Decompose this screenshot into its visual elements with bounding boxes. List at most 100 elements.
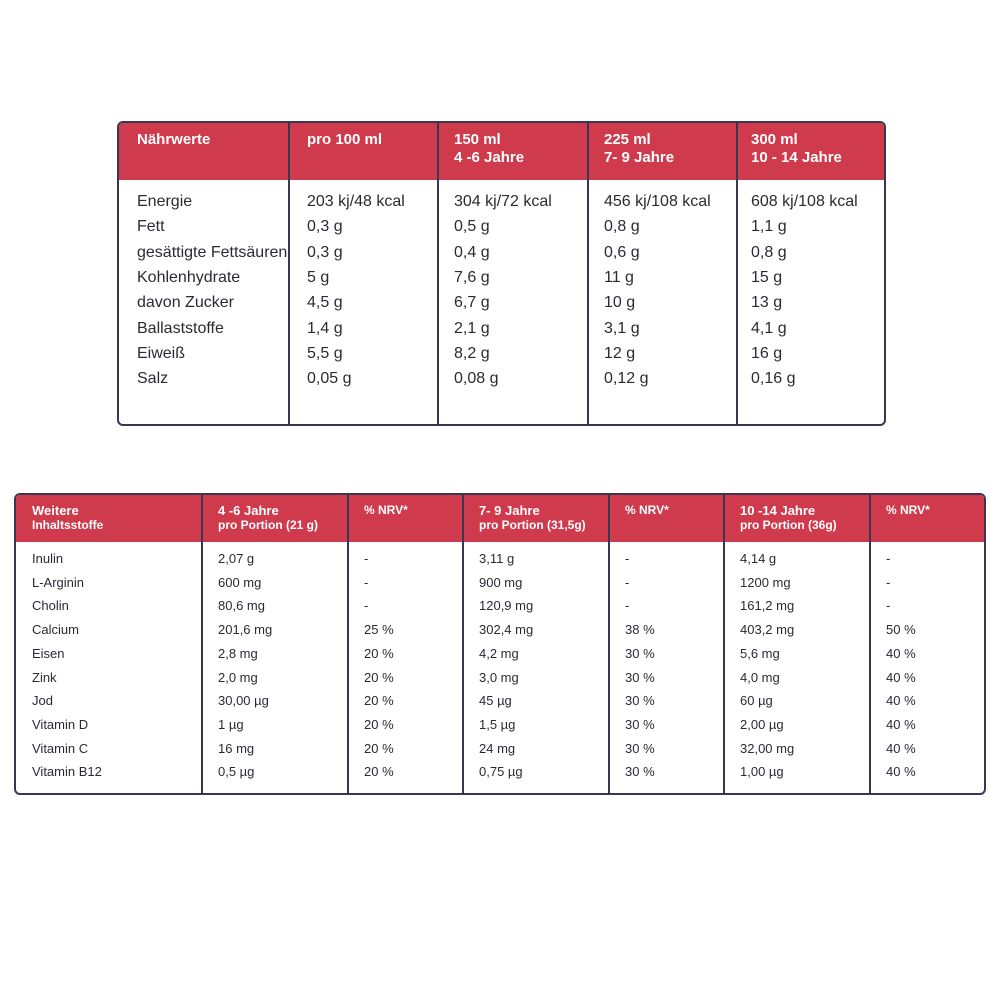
table-cell: 600 mg: [218, 574, 262, 590]
table-cell: 0,12 g: [604, 370, 649, 388]
table-cell: 201,6 mg: [218, 622, 273, 638]
table-cell: 20 %: [364, 740, 394, 756]
row-label: Zink: [32, 669, 57, 685]
column-header-line2: % NRV*: [364, 503, 408, 517]
column-header-line2: 4 -6 Jahre: [454, 149, 525, 166]
row-label: Cholin: [32, 598, 69, 614]
row-label: Eisen: [32, 645, 65, 661]
column-header: 225 ml 7- 9 Jahre: [604, 123, 674, 180]
additional-ingredients-table: Weitere Inhaltsstoffe 4 -6 Jahre pro Portio…: [14, 493, 986, 795]
table-cell: 20 %: [364, 716, 394, 732]
table-cell: 304 kj/72 kcal: [454, 193, 552, 210]
column-header-line2: pro Portion (31,5g): [479, 518, 586, 532]
table-cell: 0,5 g: [454, 218, 490, 236]
table-cell: 25 %: [364, 622, 394, 638]
column-divider: [723, 495, 725, 793]
column-header-line1: Weitere: [32, 503, 79, 518]
table-cell: 0,16 g: [751, 370, 796, 388]
table-cell: 0,4 g: [454, 243, 490, 261]
row-label: Eiweiß: [137, 344, 186, 362]
table-cell: 20 %: [364, 669, 394, 685]
column-header-line1: 10 -14 Jahre: [740, 503, 816, 518]
column-header-line2: pro Portion (21 g): [218, 518, 318, 532]
column-divider: [288, 123, 290, 424]
table-cell: 2,00 µg: [740, 716, 784, 732]
row-label: Fett: [137, 218, 165, 236]
row-label: gesättigte Fettsäuren: [137, 243, 288, 261]
row-label: Calcium: [32, 622, 79, 638]
table-cell: 2,0 mg: [218, 669, 258, 685]
row-label: Salz: [137, 370, 169, 388]
column-divider: [462, 495, 464, 793]
column-header: 10 -14 Jahre pro Portion (36g): [740, 495, 837, 542]
column-header: Weitere Inhaltsstoffe: [32, 495, 103, 542]
table-cell: 5,6 mg: [740, 645, 780, 661]
column-header: % NRV*: [625, 495, 669, 542]
table-cell: 40 %: [886, 645, 916, 661]
table-cell: 3,11 g: [479, 551, 515, 566]
table-cell: 16 g: [751, 344, 783, 362]
table-cell: 161,2 mg: [740, 598, 795, 614]
table-cell: 11 g: [604, 268, 634, 286]
row-label: L-Arginin: [32, 574, 85, 590]
table-cell: -: [364, 598, 369, 614]
table-cell: 20 %: [364, 764, 394, 780]
table-cell: 38 %: [625, 622, 655, 638]
table-cell: 5,5 g: [307, 344, 343, 362]
row-label: Ballaststoffe: [137, 319, 224, 337]
table-cell: 40 %: [886, 740, 916, 756]
table-cell: 3,0 mg: [479, 669, 519, 685]
column-header-line1: 7- 9 Jahre: [479, 503, 540, 518]
table-cell: 5 g: [307, 268, 330, 286]
table-cell: 20 %: [364, 693, 394, 709]
table-cell: -: [625, 598, 630, 614]
table-cell: -: [886, 574, 891, 590]
row-label: Vitamin C: [32, 740, 89, 756]
table-cell: 50 %: [886, 622, 916, 638]
table-cell: 203 kj/48 kcal: [307, 193, 405, 210]
column-divider: [736, 123, 738, 424]
table-cell: 4,2 mg: [479, 645, 519, 661]
table-cell: 608 kj/108 kcal: [751, 193, 858, 210]
table-cell: 403,2 mg: [740, 622, 795, 638]
table-cell: 0,6 g: [604, 243, 640, 261]
column-header-line2: 10 - 14 Jahre: [751, 149, 842, 166]
row-label: Vitamin D: [32, 716, 89, 732]
column-header-line2: % NRV*: [625, 503, 669, 517]
column-header-line1: Nährwerte: [137, 131, 211, 148]
table-cell: 302,4 mg: [479, 622, 534, 638]
column-header: pro 100 ml: [307, 123, 382, 180]
table-cell: 40 %: [886, 764, 916, 780]
row-label: Inulin: [32, 551, 64, 566]
table-cell: 4,5 g: [307, 294, 343, 312]
table-cell: 2,8 mg: [218, 645, 258, 661]
table-cell: -: [364, 551, 369, 566]
table-cell: 12 g: [604, 344, 636, 362]
column-header: % NRV*: [364, 495, 408, 542]
table-cell: 4,0 mg: [740, 669, 780, 685]
table-cell: 2,1 g: [454, 319, 490, 337]
table-cell: 1,5 µg: [479, 716, 516, 732]
row-label: davon Zucker: [137, 294, 234, 312]
column-divider: [437, 123, 439, 424]
nutrition-table: Nährwerte pro 100 ml 150 ml 4 -6 Jahre 225 m…: [117, 121, 886, 426]
table-cell: 0,8 g: [604, 218, 640, 236]
table-cell: 45 µg: [479, 693, 512, 709]
table-cell: 30 %: [625, 764, 655, 780]
row-label: Jod: [32, 693, 53, 709]
table-cell: 10 g: [604, 294, 636, 312]
table-cell: 4,1 g: [751, 319, 787, 337]
table-cell: 0,08 g: [454, 370, 499, 388]
column-header: 4 -6 Jahre pro Portion (21 g): [218, 495, 318, 542]
table-cell: 20 %: [364, 645, 394, 661]
column-header-line2: 7- 9 Jahre: [604, 149, 675, 166]
table-cell: 30 %: [625, 693, 655, 709]
table-cell: 40 %: [886, 693, 916, 709]
column-header-line1: pro 100 ml: [307, 131, 383, 148]
column-header-line2: pro Portion (36g): [740, 518, 837, 532]
row-label: Kohlenhydrate: [137, 268, 241, 286]
table-cell: 16 mg: [218, 740, 255, 756]
table-cell: 1 µg: [218, 716, 244, 732]
row-label: Vitamin B12: [32, 764, 102, 780]
table-cell: 40 %: [886, 716, 916, 732]
